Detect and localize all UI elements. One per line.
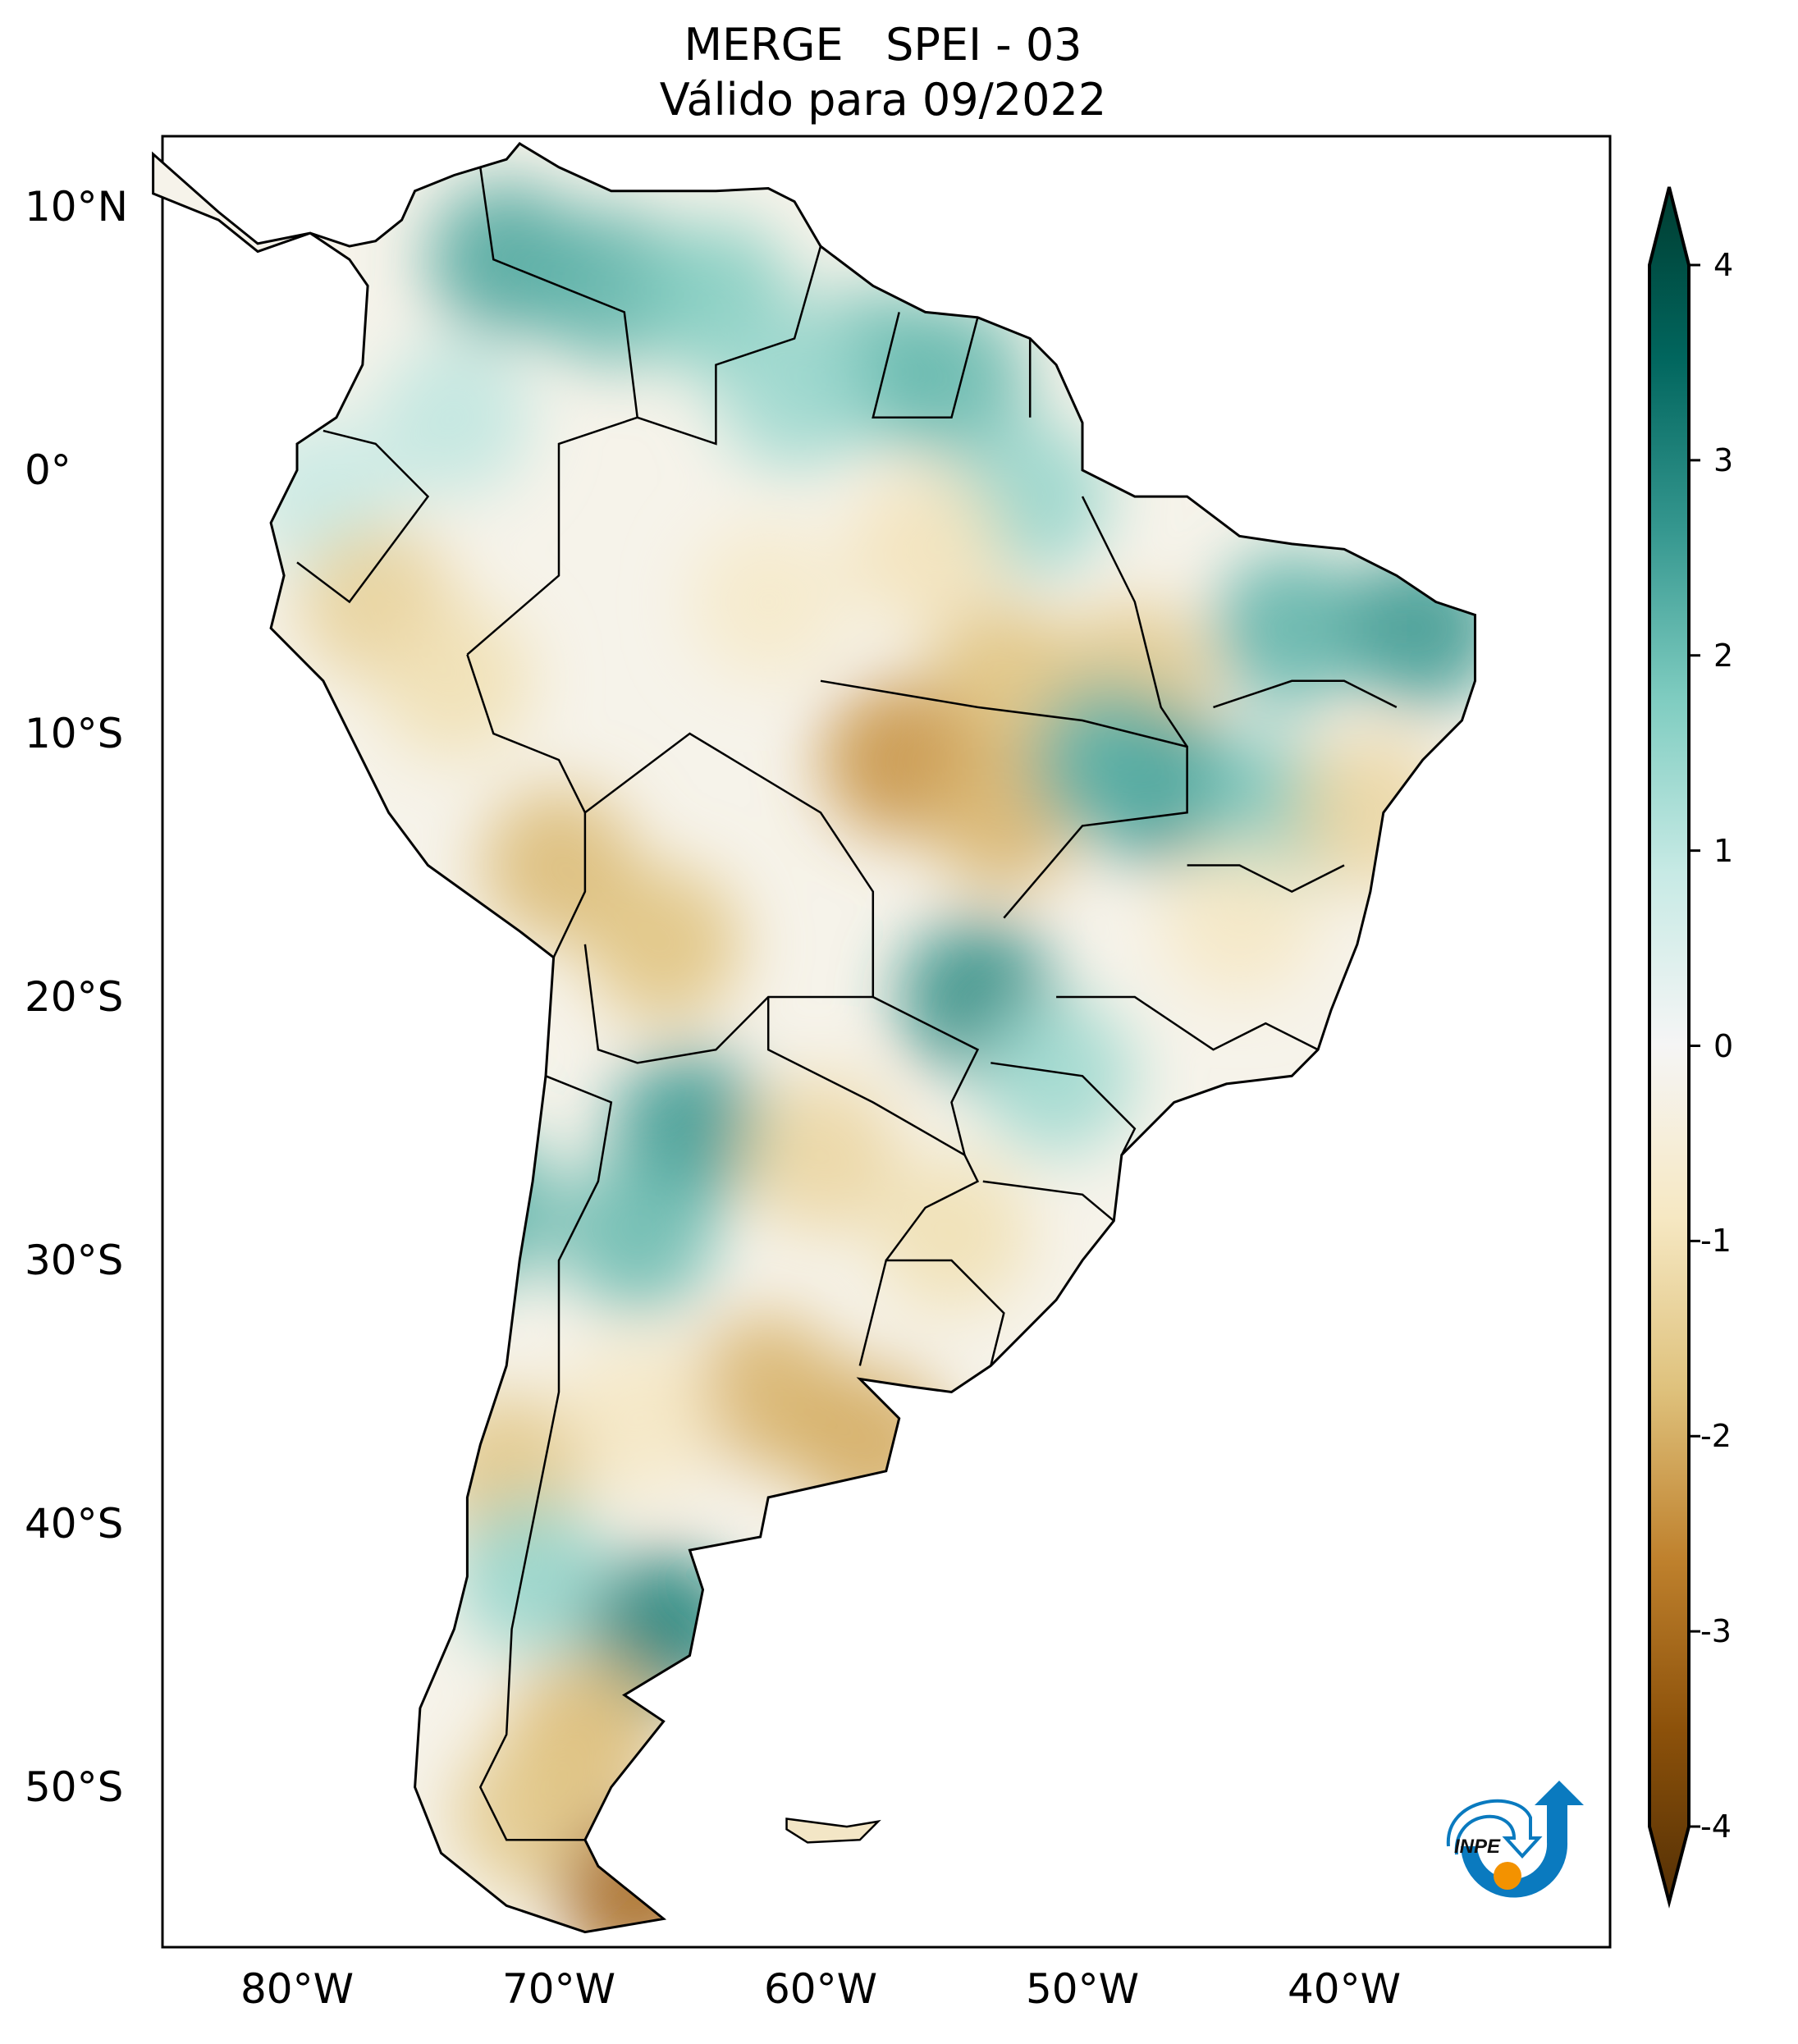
colorbar-tick-label: -1: [1700, 1223, 1732, 1260]
spei-anomaly-region: [1161, 839, 1318, 996]
spei-anomaly-region: [559, 1155, 716, 1312]
spei-anomaly-region: [1214, 550, 1370, 706]
colorbar-tick-label: 1: [1713, 832, 1734, 869]
country-border: [466, 654, 587, 958]
lat-tick-label: 10°N: [25, 183, 129, 231]
colorbar-tick-label: -2: [1700, 1418, 1732, 1455]
lat-tick-label: 50°S: [25, 1763, 124, 1811]
lat-tick-label: 30°S: [25, 1237, 124, 1284]
lon-tick-label: 60°W: [763, 1965, 878, 2013]
colorbar: [1648, 186, 1700, 1909]
svg-text:INPE: INPE: [1454, 1836, 1501, 1858]
country-border: [1213, 679, 1398, 709]
country-border: [1187, 864, 1345, 893]
spei-anomaly-region: [455, 1498, 611, 1655]
country-border: [1056, 995, 1319, 1051]
colorbar-tick-label: -3: [1700, 1613, 1732, 1650]
lat-tick-label: 20°S: [25, 973, 124, 1021]
lon-tick-label: 80°W: [240, 1965, 355, 2013]
colorbar-tick-label: 4: [1713, 247, 1734, 283]
country-border: [637, 245, 822, 446]
map-subtitle: Válido para 09/2022: [659, 74, 1107, 126]
country-border: [466, 167, 639, 656]
spei-anomaly-region: [847, 471, 1004, 628]
country-border: [478, 1075, 613, 1841]
country-border: [858, 1259, 1005, 1366]
spei-anomaly-region: [1030, 682, 1187, 839]
spei-anomaly-region: [690, 524, 847, 680]
lon-tick-label: 40°W: [1287, 1965, 1402, 2013]
coastline: [152, 142, 1476, 1934]
country-border: [1081, 496, 1188, 748]
spei-anomaly-region: [585, 866, 742, 1022]
lat-tick-label: 40°S: [25, 1500, 124, 1548]
country-border: [296, 429, 430, 604]
colorbar-tick-label: 3: [1713, 441, 1734, 478]
country-border: [991, 1062, 1137, 1156]
inpe-logo: INPE: [1446, 1781, 1584, 1898]
lat-tick-label: 10°S: [25, 710, 124, 757]
country-border: [885, 1155, 980, 1261]
country-borders: [296, 167, 1398, 1841]
falkland-islands: [785, 1818, 881, 1844]
map-title: MERGE SPEI - 03: [684, 19, 1082, 71]
country-border: [872, 312, 979, 419]
spei-anomaly-region: [559, 1340, 716, 1497]
lat-tick-label: 0°: [25, 446, 71, 494]
country-border: [583, 732, 875, 1064]
spei-anomaly-region: [873, 1155, 1030, 1312]
spei-anomaly-region: [743, 1077, 899, 1233]
spei-anomaly-region: [978, 998, 1135, 1155]
spei-anomaly-region: [376, 339, 533, 496]
colorbar-tick-label: -4: [1700, 1809, 1732, 1845]
colorbar-tick-label: 0: [1713, 1027, 1734, 1064]
lon-tick-label: 50°W: [1025, 1965, 1140, 2013]
spei-anomaly-region: [376, 602, 533, 759]
colorbar-tick-label: 2: [1713, 637, 1734, 674]
country-border: [982, 1180, 1115, 1222]
lon-tick-label: 70°W: [501, 1965, 616, 2013]
